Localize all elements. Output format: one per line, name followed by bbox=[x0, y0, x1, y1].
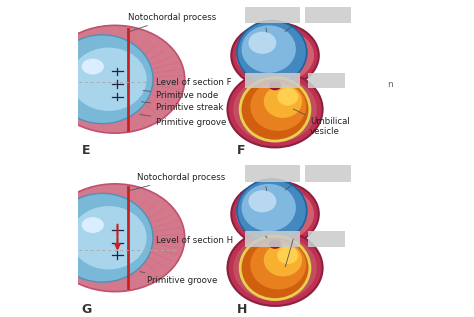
Text: G: G bbox=[82, 303, 92, 316]
Ellipse shape bbox=[237, 179, 307, 243]
Ellipse shape bbox=[250, 240, 306, 289]
Bar bbox=[245, 231, 301, 247]
Ellipse shape bbox=[233, 76, 317, 142]
Ellipse shape bbox=[71, 206, 146, 269]
Ellipse shape bbox=[269, 239, 282, 249]
Text: Primitive groove: Primitive groove bbox=[140, 114, 227, 126]
Ellipse shape bbox=[248, 32, 276, 54]
Ellipse shape bbox=[240, 78, 310, 141]
Ellipse shape bbox=[264, 85, 302, 118]
Text: Notochordal process: Notochordal process bbox=[127, 13, 216, 32]
Text: Level of section F: Level of section F bbox=[149, 78, 232, 87]
Bar bbox=[308, 231, 345, 247]
Text: F: F bbox=[237, 144, 246, 157]
Ellipse shape bbox=[277, 88, 298, 106]
Bar bbox=[245, 7, 301, 23]
Text: H: H bbox=[237, 303, 247, 316]
Ellipse shape bbox=[236, 186, 314, 242]
Ellipse shape bbox=[248, 190, 276, 212]
Bar bbox=[245, 73, 301, 88]
Text: Notochordal process: Notochordal process bbox=[127, 173, 226, 191]
Ellipse shape bbox=[236, 28, 314, 83]
Ellipse shape bbox=[277, 246, 298, 264]
Ellipse shape bbox=[237, 21, 307, 84]
Ellipse shape bbox=[45, 184, 185, 292]
Ellipse shape bbox=[228, 230, 323, 306]
Ellipse shape bbox=[269, 81, 282, 90]
Ellipse shape bbox=[241, 25, 296, 73]
Ellipse shape bbox=[241, 184, 296, 231]
Text: n: n bbox=[388, 80, 393, 88]
Ellipse shape bbox=[240, 236, 310, 300]
Ellipse shape bbox=[71, 48, 146, 111]
Ellipse shape bbox=[250, 81, 306, 131]
Bar bbox=[305, 7, 351, 23]
Text: Umbilical
vesicle: Umbilical vesicle bbox=[293, 109, 350, 137]
Ellipse shape bbox=[82, 217, 104, 233]
Ellipse shape bbox=[52, 35, 153, 124]
Bar bbox=[245, 165, 301, 182]
Bar bbox=[305, 165, 351, 182]
Ellipse shape bbox=[264, 243, 302, 276]
Text: Primitive node: Primitive node bbox=[143, 91, 219, 100]
Ellipse shape bbox=[231, 23, 319, 88]
Ellipse shape bbox=[231, 181, 319, 247]
Bar bbox=[308, 73, 345, 88]
Ellipse shape bbox=[228, 71, 323, 147]
Text: Primitive streak: Primitive streak bbox=[141, 102, 224, 112]
Ellipse shape bbox=[52, 193, 153, 282]
Ellipse shape bbox=[82, 59, 104, 74]
Text: E: E bbox=[82, 144, 90, 157]
Ellipse shape bbox=[233, 235, 317, 301]
Text: Primitive groove: Primitive groove bbox=[140, 272, 217, 285]
Ellipse shape bbox=[45, 25, 185, 133]
Text: Level of section H: Level of section H bbox=[149, 236, 233, 245]
